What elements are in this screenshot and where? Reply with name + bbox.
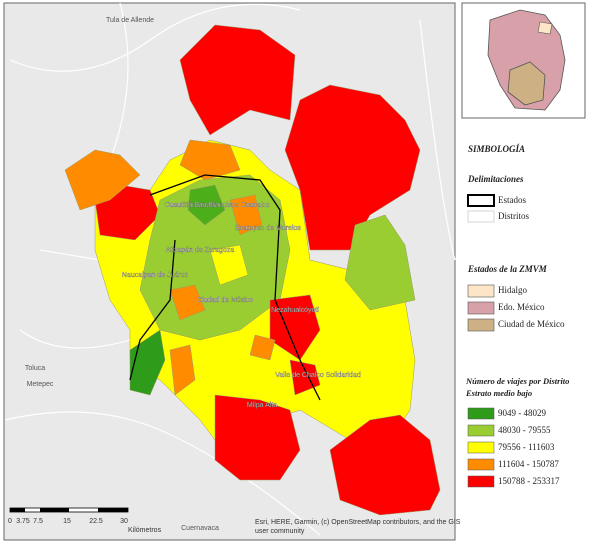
place-label: Ciudad de México bbox=[197, 297, 253, 304]
scale-bar bbox=[9, 507, 129, 513]
legend-heading: Estrato medio bajo bbox=[465, 388, 532, 398]
place-label: San Francisco Coacalco bbox=[194, 202, 270, 209]
swatch bbox=[467, 284, 495, 298]
legend-item: Distritos bbox=[498, 211, 530, 221]
scale-tick: 7.5 bbox=[33, 518, 43, 525]
scale-tick: 22.5 bbox=[89, 518, 103, 525]
attribution: user community bbox=[255, 528, 305, 535]
state-boundary bbox=[129, 174, 321, 401]
swatch bbox=[467, 407, 495, 420]
roads bbox=[4, 2, 456, 536]
place-label: Toluca bbox=[25, 365, 45, 372]
legend-item: 48030 - 79555 bbox=[498, 425, 551, 435]
swatch bbox=[467, 210, 495, 223]
place-label: Ecatepec de Morelos bbox=[235, 225, 301, 232]
place-label: Cuautitlán Izcalli bbox=[165, 202, 216, 209]
legend-item: 9049 - 48029 bbox=[498, 408, 546, 418]
inset-cdmx bbox=[507, 61, 546, 106]
place-label: Metepec bbox=[27, 381, 54, 388]
legend-item: Estados bbox=[498, 195, 526, 205]
swatch bbox=[467, 301, 495, 315]
legend-heading: Estados de la ZMVM bbox=[467, 264, 548, 274]
legend-heading: Delimitaciones bbox=[467, 174, 524, 184]
inset-hidalgo bbox=[537, 21, 553, 35]
scale-tick: 15 bbox=[63, 518, 71, 525]
attribution: Esri, HERE, Garmin, (c) OpenStreetMap co… bbox=[255, 519, 461, 526]
scale-unit: Kilómetros bbox=[128, 527, 162, 534]
legend-item: 79556 - 111603 bbox=[498, 442, 555, 452]
legend-item: Edo. México bbox=[498, 302, 545, 312]
scale-tick: 3.75 bbox=[16, 518, 30, 525]
legend-item: 150788 - 253317 bbox=[498, 476, 560, 486]
legend-item: 111604 - 150787 bbox=[498, 459, 559, 469]
legend-item: Hidalgo bbox=[498, 285, 527, 295]
swatch bbox=[467, 318, 495, 332]
place-label: Milpa Alta bbox=[247, 402, 277, 409]
place-label: Cuernavaca bbox=[181, 525, 219, 532]
place-label: Tula de Allende bbox=[106, 17, 154, 24]
scale-tick: 30 bbox=[120, 518, 128, 525]
swatch bbox=[467, 441, 495, 454]
scale-tick: 0 bbox=[8, 518, 12, 525]
place-label: Valle de Chalco Solidaridad bbox=[275, 372, 361, 379]
swatch bbox=[467, 424, 495, 437]
swatch bbox=[467, 194, 495, 207]
place-label: Atizapán de Zaragoza bbox=[166, 247, 235, 254]
swatch bbox=[467, 475, 495, 488]
inset-edomex bbox=[487, 9, 566, 111]
legend-title: SIMBOLOGÍA bbox=[468, 144, 525, 154]
legend-item: Ciudad de México bbox=[498, 319, 565, 329]
place-label: Nezahualcóyotl bbox=[271, 307, 319, 314]
districts bbox=[64, 24, 441, 516]
place-label: Naucalpan de Juárez bbox=[122, 272, 189, 279]
swatch bbox=[467, 458, 495, 471]
legend-heading: Número de viajes por Distrito bbox=[465, 376, 569, 386]
